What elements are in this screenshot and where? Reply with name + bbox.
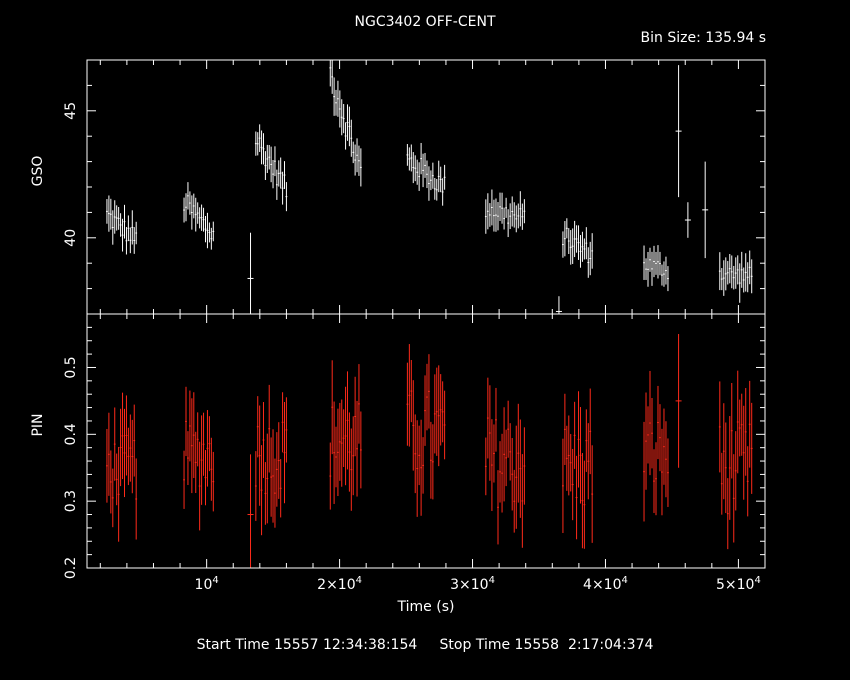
start-time-label: Start Time [196, 637, 270, 653]
pin-series [106, 334, 753, 568]
x-tick-label: 5×104 [716, 575, 761, 593]
stop-time-label: Stop Time [439, 637, 511, 653]
x-axis-label: Time (s) [397, 599, 455, 615]
y-tick-label: 40 [63, 229, 79, 247]
chart-title: NGC3402 OFF-CENT [354, 14, 496, 30]
y-tick-label: 0.3 [63, 490, 79, 512]
time-range-footer: Start Time 15557 12:34:38:154 Stop Time … [0, 637, 850, 653]
x-tick-label: 2×104 [317, 575, 362, 593]
y-axis-label: PIN [30, 413, 46, 436]
panel-frame [86, 59, 766, 315]
panel-frame [86, 313, 766, 569]
x-tick-label: 104 [195, 575, 219, 593]
x-tick-label: 3×104 [450, 575, 495, 593]
y-tick-label: 0.5 [63, 356, 79, 378]
bin-size-label: Bin Size: 135.94 s [640, 30, 766, 46]
start-time-value: 15557 12:34:38:154 [273, 637, 418, 653]
y-tick-label: 45 [63, 102, 79, 120]
stop-time-value: 15558 2:17:04:374 [514, 637, 654, 653]
gso-series [106, 60, 753, 314]
y-tick-label: 0.4 [63, 423, 79, 445]
y-tick-label: 0.2 [63, 557, 79, 579]
x-tick-label: 4×104 [583, 575, 628, 593]
y-axis-label: GSO [30, 156, 46, 187]
